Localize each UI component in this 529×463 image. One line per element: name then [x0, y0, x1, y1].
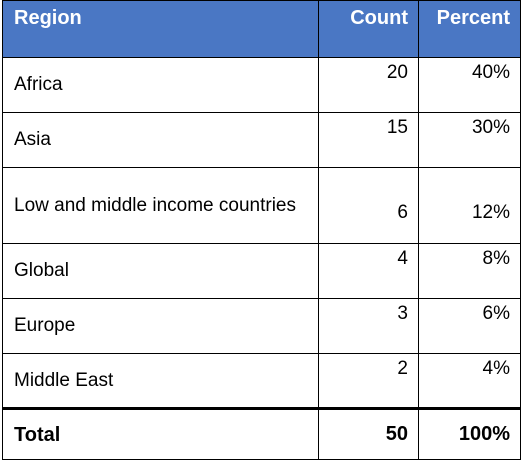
row-percent: 8%: [418, 243, 521, 299]
row-region: Africa: [2, 57, 319, 113]
header-percent: Percent: [418, 0, 521, 58]
table-row: Low and middle income countries 6 12%: [2, 167, 521, 244]
row-count: 6: [318, 167, 419, 244]
row-percent: 12%: [418, 167, 521, 244]
table-total-row: Total 50 100%: [2, 408, 521, 460]
table-header-row: Region Count Percent: [2, 0, 521, 58]
header-region: Region: [2, 0, 319, 58]
row-count: 4: [318, 243, 419, 299]
table-row: Africa 20 40%: [2, 57, 521, 113]
table-row: Middle East 2 4%: [2, 353, 521, 409]
row-region: Asia: [2, 112, 319, 168]
row-region: Low and middle income countries: [2, 167, 319, 244]
row-region: Global: [2, 243, 319, 299]
region-table-container: Region Count Percent Africa 20 40% Asia …: [2, 0, 521, 460]
row-region: Europe: [2, 298, 319, 354]
row-count: 3: [318, 298, 419, 354]
total-percent: 100%: [418, 408, 521, 460]
row-percent: 6%: [418, 298, 521, 354]
region-count-table: Region Count Percent Africa 20 40% Asia …: [2, 0, 521, 460]
table-row: Asia 15 30%: [2, 112, 521, 168]
row-count: 20: [318, 57, 419, 113]
header-count: Count: [318, 0, 419, 58]
row-count: 2: [318, 353, 419, 409]
total-count: 50: [318, 408, 419, 460]
row-count: 15: [318, 112, 419, 168]
row-region: Middle East: [2, 353, 319, 409]
row-percent: 30%: [418, 112, 521, 168]
row-percent: 4%: [418, 353, 521, 409]
row-percent: 40%: [418, 57, 521, 113]
table-row: Global 4 8%: [2, 243, 521, 299]
total-label: Total: [2, 408, 319, 460]
table-row: Europe 3 6%: [2, 298, 521, 354]
